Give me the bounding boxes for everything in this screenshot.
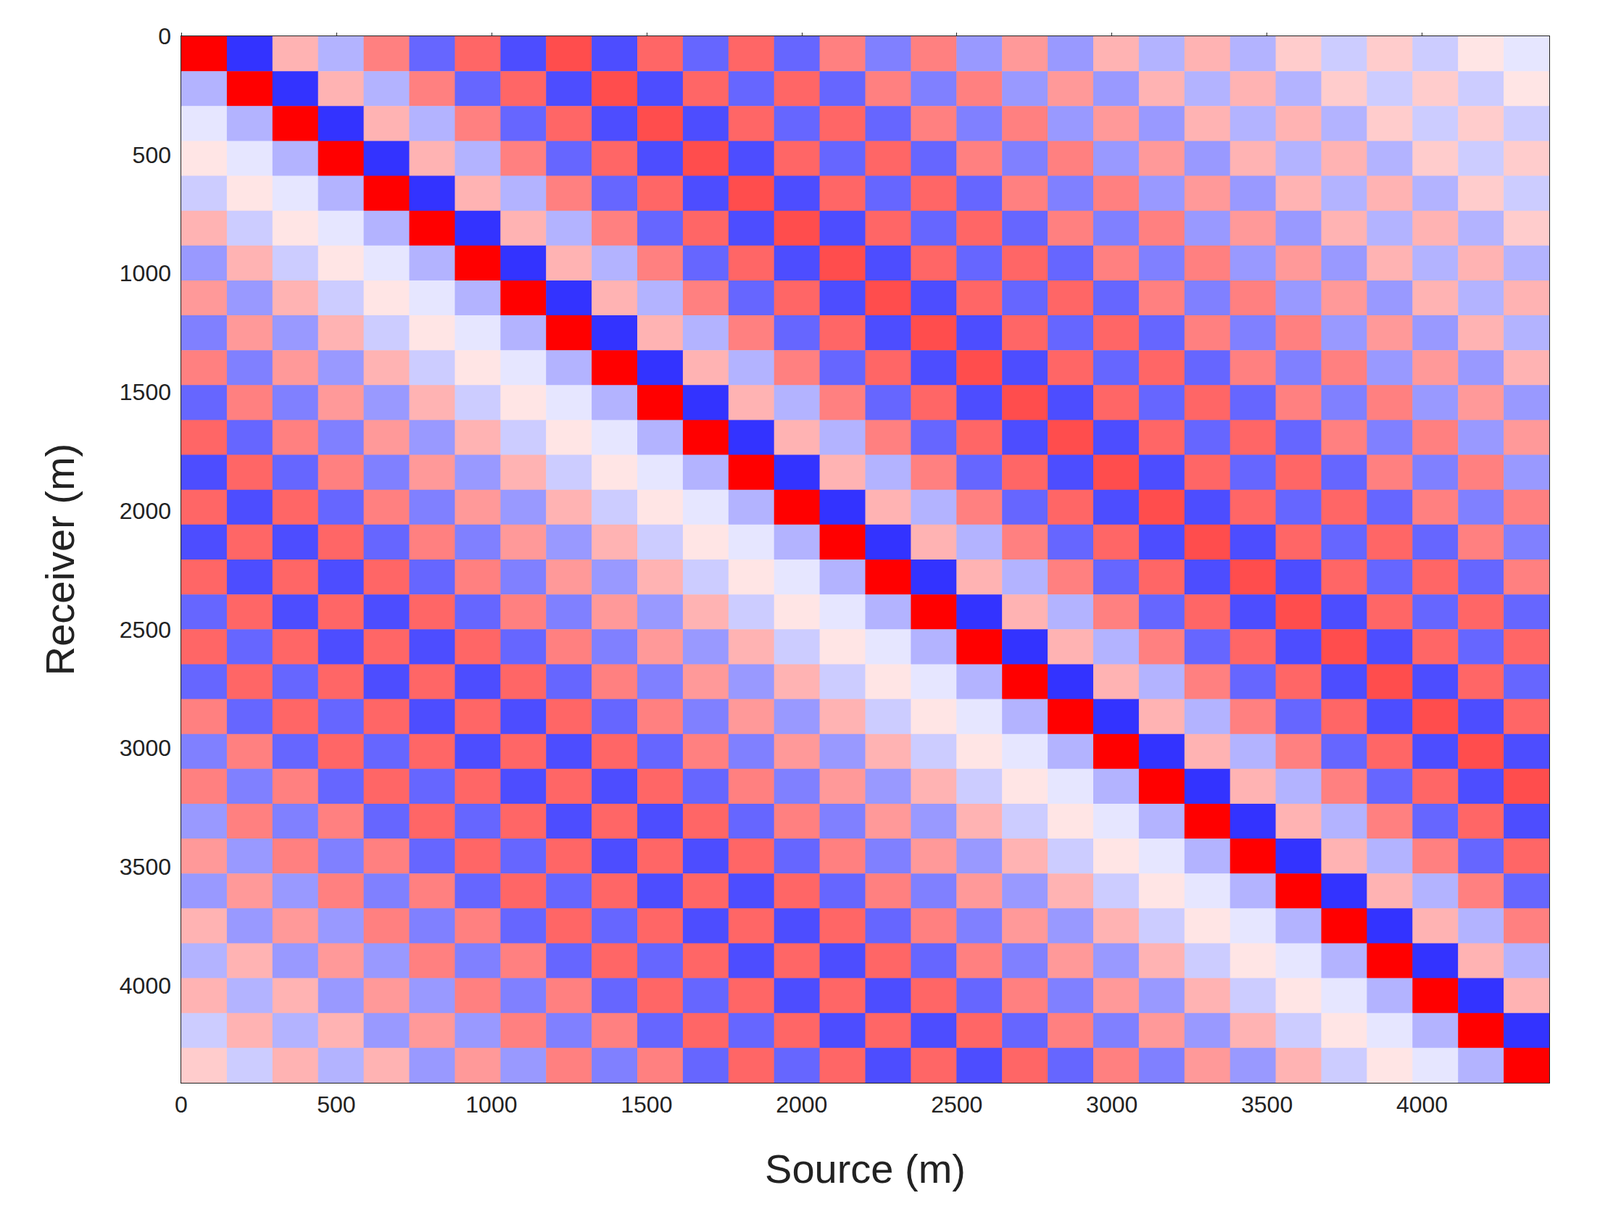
svg-text:3000: 3000 [119,735,172,762]
svg-text:3000: 3000 [1085,1091,1138,1118]
svg-text:3500: 3500 [119,854,172,881]
svg-text:1500: 1500 [119,379,172,406]
svg-text:2000: 2000 [119,498,172,525]
svg-text:1500: 1500 [620,1091,673,1118]
svg-text:4000: 4000 [119,972,172,1000]
svg-text:500: 500 [132,142,172,169]
svg-text:3500: 3500 [1241,1091,1293,1118]
svg-text:Receiver (m): Receiver (m) [36,443,83,676]
svg-text:Source (m): Source (m) [764,1146,966,1192]
svg-text:1000: 1000 [119,260,172,287]
svg-text:2000: 2000 [775,1091,828,1118]
svg-text:2500: 2500 [119,616,172,644]
svg-text:4000: 4000 [1396,1091,1448,1118]
svg-text:2500: 2500 [930,1091,983,1118]
svg-text:0: 0 [158,23,172,50]
svg-text:500: 500 [316,1091,356,1118]
svg-text:0: 0 [174,1091,188,1118]
svg-text:1000: 1000 [465,1091,517,1118]
